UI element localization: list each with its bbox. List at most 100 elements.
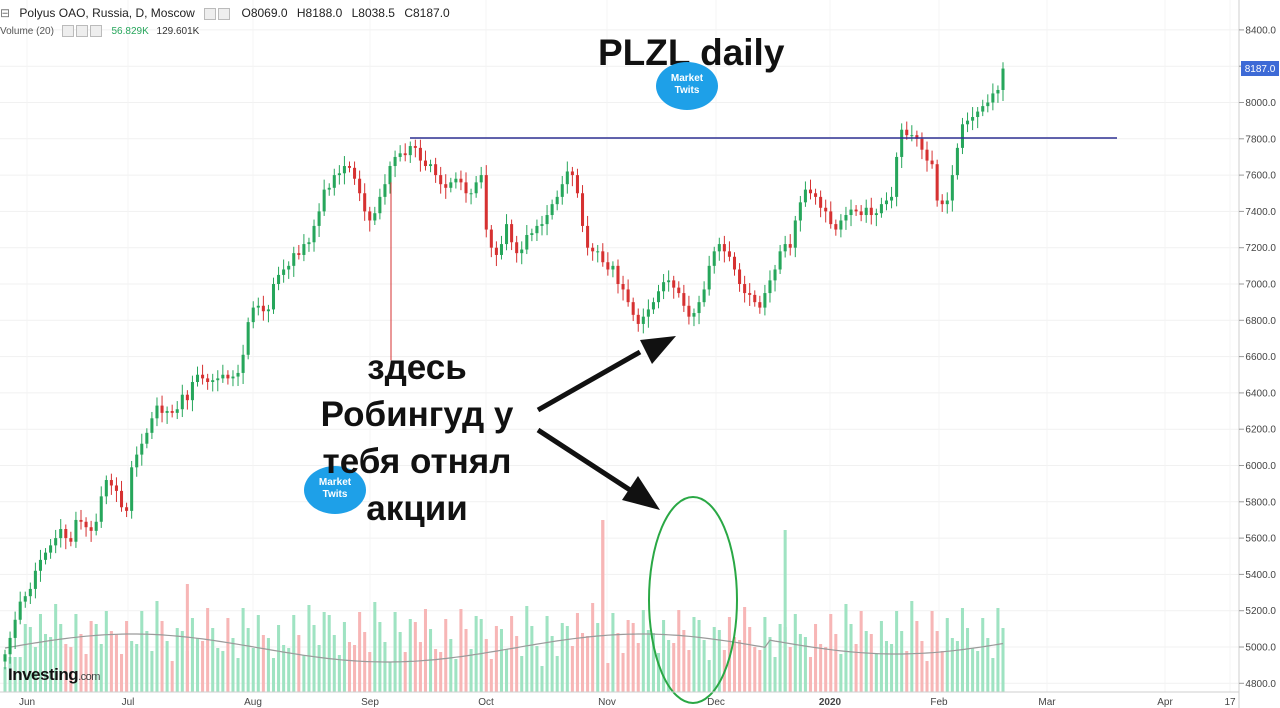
candle xyxy=(991,93,995,103)
candle xyxy=(332,175,336,188)
volume-bar xyxy=(358,612,362,692)
gear-icon[interactable] xyxy=(218,7,231,20)
logo-line-2: Twits xyxy=(322,489,348,500)
candle xyxy=(358,178,362,194)
candle xyxy=(940,200,944,205)
eye-icon[interactable] xyxy=(204,7,217,20)
candle xyxy=(738,269,742,284)
volume-bar xyxy=(525,606,529,692)
volume-bar xyxy=(829,614,833,692)
candle xyxy=(114,485,118,491)
candle xyxy=(54,538,58,546)
candle xyxy=(444,184,448,188)
candle xyxy=(844,215,848,221)
volume-bar xyxy=(23,624,27,692)
candle xyxy=(251,307,255,323)
volume-bar xyxy=(955,641,959,692)
volume-bar xyxy=(464,629,468,692)
candle xyxy=(429,164,433,167)
volume-bar xyxy=(459,609,463,692)
candle xyxy=(353,167,357,179)
close-icon[interactable] xyxy=(89,25,102,37)
x-axis: Jun Jul Aug Sep Oct Nov Dec 2020 Feb Mar Apr 17 xyxy=(19,697,1236,708)
candle xyxy=(206,378,210,383)
x-tick-label: 2020 xyxy=(819,697,842,708)
candle xyxy=(884,200,889,205)
candle xyxy=(702,289,706,303)
volume-bar xyxy=(231,638,235,692)
candle xyxy=(793,220,797,248)
annotation-line-1: здесь xyxy=(367,348,467,387)
annotation-line-4: акции xyxy=(366,489,468,528)
candle xyxy=(520,249,524,254)
volume-bar xyxy=(3,667,7,692)
candle xyxy=(464,182,468,194)
volume-bar xyxy=(565,626,569,692)
candle xyxy=(525,234,529,250)
candle xyxy=(155,405,159,419)
volume-bar xyxy=(94,624,98,692)
candle xyxy=(748,293,752,295)
candle xyxy=(479,175,483,183)
candle xyxy=(393,156,397,167)
volume-bar xyxy=(814,624,818,692)
candle xyxy=(74,519,78,542)
candle xyxy=(231,376,235,379)
volume-bar xyxy=(702,640,706,692)
volume-bar xyxy=(170,661,174,692)
candle xyxy=(890,196,894,201)
settings-controls[interactable] xyxy=(204,6,232,20)
candle xyxy=(986,102,990,107)
volume-bar xyxy=(74,614,78,692)
volume-bar xyxy=(646,630,650,692)
collapse-icon[interactable]: ⊟ xyxy=(0,6,11,20)
x-tick-label: Aug xyxy=(244,697,262,708)
volume-bar xyxy=(819,644,823,692)
volume-bar xyxy=(145,631,149,692)
candle xyxy=(261,305,265,312)
volume-controls[interactable] xyxy=(61,25,104,37)
candle xyxy=(687,305,691,317)
candle xyxy=(981,106,985,112)
volume-bar xyxy=(925,661,929,692)
candle xyxy=(33,570,37,589)
volume-bar xyxy=(439,652,443,692)
eye-icon[interactable] xyxy=(61,25,74,37)
volume-bar xyxy=(763,617,767,692)
candle xyxy=(145,432,149,444)
volume-bar xyxy=(697,620,701,692)
volume-bar xyxy=(479,619,483,692)
volume-bar xyxy=(940,651,944,692)
volume-bar xyxy=(844,604,848,692)
volume-bar xyxy=(834,634,838,692)
y-tick-label: 8000.0 xyxy=(1245,98,1276,109)
gear-icon[interactable] xyxy=(75,25,88,37)
candle xyxy=(135,454,139,468)
volume-bar xyxy=(570,646,574,692)
brand-name: Investing xyxy=(8,665,79,684)
brand-suffix: .com xyxy=(78,671,100,683)
last-price-marker: 8187.0 xyxy=(1241,61,1279,76)
volume-ma-line xyxy=(4,633,1004,663)
candle xyxy=(662,282,666,292)
annotation-line-2: Робингуд у xyxy=(320,395,514,434)
candle xyxy=(596,251,600,253)
volume-bar xyxy=(687,650,691,692)
volume-bar xyxy=(449,639,453,692)
volume-bar xyxy=(667,640,671,692)
candle xyxy=(900,129,904,157)
candle xyxy=(246,322,250,355)
candle xyxy=(69,538,73,542)
volume-bar xyxy=(884,641,889,692)
candle xyxy=(378,196,382,214)
high-value: H8188.0 xyxy=(296,6,343,20)
y-tick-label: 5200.0 xyxy=(1245,606,1276,617)
volume-bar xyxy=(692,617,696,692)
candle xyxy=(819,196,823,208)
volume-bar xyxy=(798,634,802,692)
market-twits-logo: Market Twits xyxy=(656,62,718,110)
volume-bar xyxy=(104,611,108,692)
volume-bar xyxy=(114,634,118,692)
candle xyxy=(342,166,346,174)
